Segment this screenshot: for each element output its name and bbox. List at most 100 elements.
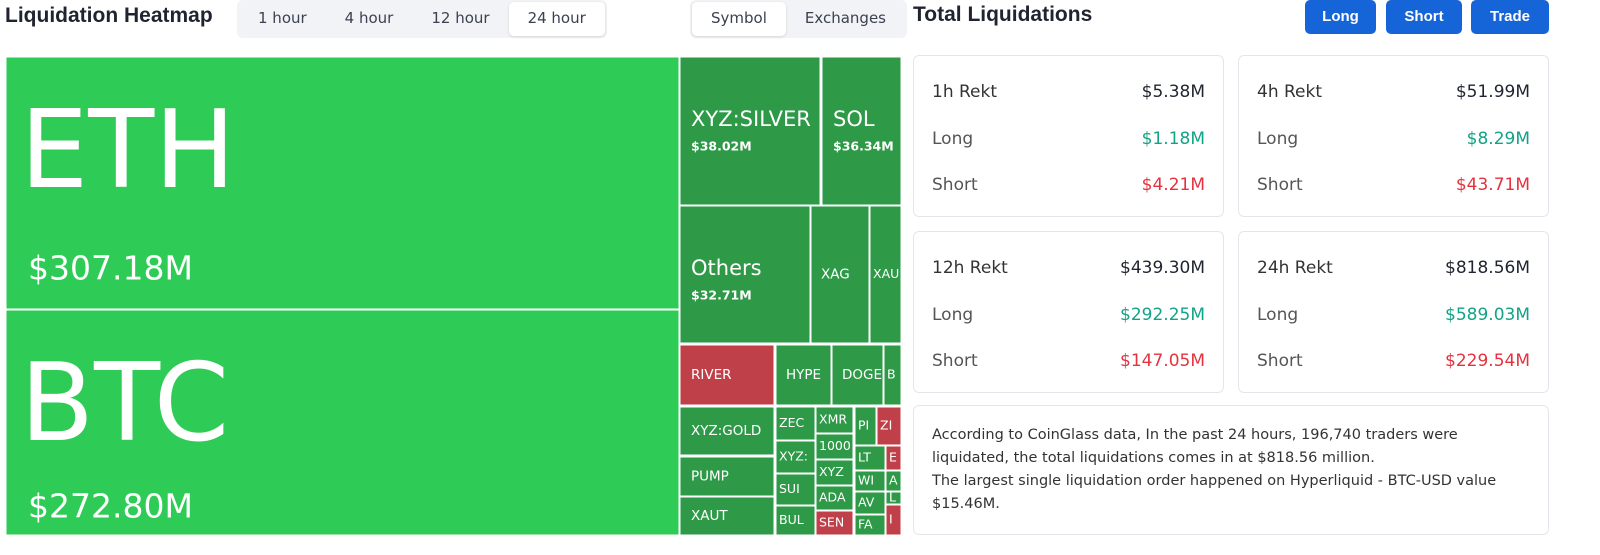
tile[interactable]: L: [886, 490, 901, 505]
tile-label: Others: [691, 256, 762, 280]
timeframe-tab[interactable]: 24 hour: [508, 2, 605, 36]
stat-label: 1h Rekt: [932, 82, 998, 102]
tile-label: XAU: [873, 266, 899, 281]
tile[interactable]: XYZ:GOLD: [680, 407, 774, 455]
tile-rect: [816, 460, 853, 485]
tile-label: XMR: [819, 412, 847, 427]
stat-label: 24h Rekt: [1257, 258, 1333, 278]
tile-label: SOL: [833, 107, 875, 131]
tile-label: WI: [858, 473, 874, 488]
tile[interactable]: DOGE: [832, 345, 883, 405]
stat-row: Long $292.25M: [932, 305, 1205, 325]
tile[interactable]: Others $32.71M: [680, 206, 810, 343]
tile-rect: [816, 407, 853, 433]
tile[interactable]: I: [886, 505, 901, 535]
tile-label: E: [889, 450, 897, 465]
tile[interactable]: B: [884, 345, 901, 405]
tile[interactable]: SEN: [816, 511, 853, 535]
tile-label: XYZ:SILVER: [691, 107, 811, 131]
tile-rect: [816, 511, 853, 535]
tile-label: ADA: [819, 490, 846, 505]
stat-label: Short: [932, 351, 978, 371]
tile-label: ZI: [880, 418, 892, 433]
tile-rect: [811, 206, 869, 343]
tile[interactable]: WI: [855, 471, 885, 491]
timeframe-tab[interactable]: 12 hour: [431, 9, 490, 27]
stat-label: Long: [1257, 129, 1299, 149]
tile-rect: [886, 505, 901, 535]
tile[interactable]: PI: [855, 407, 876, 445]
view-tab[interactable]: Exchanges: [804, 9, 886, 27]
tile-label: SUI: [779, 481, 800, 496]
stat-label: Long: [1257, 305, 1299, 325]
tile[interactable]: XAG: [811, 206, 869, 343]
stat-row: 24h Rekt $818.56M: [1257, 258, 1530, 278]
stat-value: $589.03M: [1445, 305, 1530, 325]
tile-value: $36.34M: [833, 139, 894, 154]
action-button[interactable]: Long: [1305, 0, 1376, 34]
tile-label: XAUT: [691, 508, 728, 524]
view-tab[interactable]: Symbol: [692, 2, 786, 36]
tile-label: BTC: [20, 341, 229, 466]
stat-row: Short $147.05M: [932, 351, 1205, 371]
timeframe-tab[interactable]: 4 hour: [344, 9, 394, 27]
tile-label: PI: [858, 418, 869, 433]
tile[interactable]: ZEC: [776, 407, 815, 440]
tile[interactable]: BTC $272.80M: [6, 310, 679, 535]
tile[interactable]: XAUT: [680, 497, 774, 535]
action-button[interactable]: Short: [1386, 0, 1462, 34]
stat-value: $5.38M: [1141, 82, 1205, 102]
tile-label: L: [889, 490, 896, 505]
tile[interactable]: RIVER: [680, 345, 774, 405]
tile[interactable]: A: [886, 471, 901, 491]
tile-rect: [870, 206, 901, 343]
timeframe-tab[interactable]: 1 hour: [258, 9, 307, 27]
tile-label: ETH: [20, 88, 235, 213]
tile[interactable]: LT: [855, 446, 885, 470]
tile[interactable]: SOL $36.34M: [822, 57, 901, 205]
tile-rect: [6, 310, 679, 535]
treemap: ETH $307.18M BTC $272.80M XYZ:SILVER $38.02M S…: [6, 57, 901, 535]
stat-value: $8.29M: [1466, 129, 1530, 149]
tile[interactable]: ADA: [816, 486, 853, 510]
tile[interactable]: ZI: [877, 407, 901, 445]
page-title: Liquidation Heatmap: [5, 4, 213, 27]
action-button[interactable]: Trade: [1471, 0, 1549, 34]
stat-value: $229.54M: [1445, 351, 1530, 371]
tile-rect: [680, 407, 774, 455]
tile-rect: [680, 345, 774, 405]
tile-rect: [816, 434, 853, 459]
stat-row: 12h Rekt $439.30M: [932, 258, 1205, 278]
tile[interactable]: PUMP: [680, 457, 774, 496]
tile-value: $307.18M: [28, 249, 193, 288]
stat-label: Short: [932, 175, 978, 195]
tile-rect: [776, 474, 815, 505]
tile-label: RIVER: [691, 367, 732, 383]
stat-value: $51.99M: [1455, 82, 1530, 102]
tile-label: ZEC: [779, 415, 804, 430]
tile-rect: [884, 345, 901, 405]
tile[interactable]: 1000: [816, 434, 853, 459]
tile[interactable]: XYZ: [816, 460, 853, 485]
tile[interactable]: XMR: [816, 407, 853, 433]
tile[interactable]: BUL: [776, 506, 815, 535]
stat-label: Long: [932, 129, 974, 149]
tile-rect: [776, 407, 815, 440]
tile-rect: [680, 497, 774, 535]
tile[interactable]: HYPE: [776, 345, 831, 405]
tile-rect: [886, 492, 901, 504]
stat-value: $43.71M: [1455, 175, 1530, 195]
tile-rect: [855, 515, 885, 535]
tile[interactable]: XAU: [870, 206, 901, 343]
tile-rect: [832, 345, 883, 405]
tile[interactable]: XYZ:: [776, 441, 815, 473]
tile[interactable]: XYZ:SILVER $38.02M: [680, 57, 820, 205]
tile[interactable]: AV: [855, 492, 885, 514]
tile[interactable]: FA: [855, 515, 885, 535]
stat-label: 4h Rekt: [1257, 82, 1323, 102]
tile[interactable]: ETH $307.18M: [6, 57, 679, 309]
tile[interactable]: SUI: [776, 474, 815, 505]
stat-row: Long $1.18M: [932, 129, 1205, 149]
tile[interactable]: E: [886, 446, 901, 470]
tile-rect: [680, 457, 774, 496]
